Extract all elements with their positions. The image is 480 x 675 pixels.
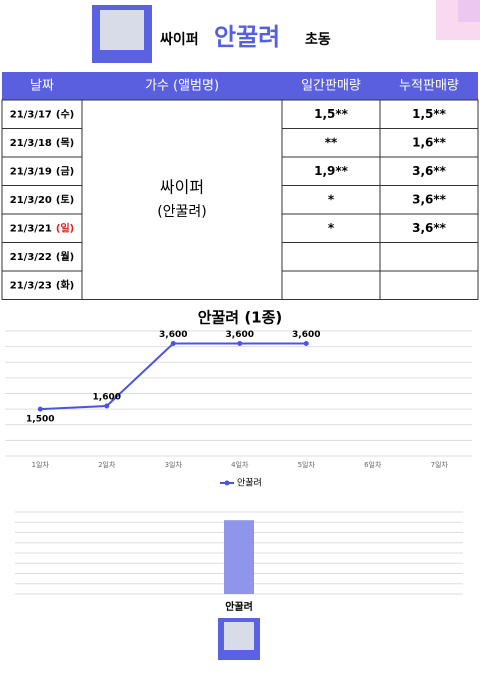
day: (화) bbox=[56, 279, 74, 291]
total-cell: 1,6** bbox=[412, 135, 447, 149]
day: (월) bbox=[56, 251, 74, 263]
point bbox=[104, 403, 110, 409]
date: 21/3/23 bbox=[10, 280, 52, 291]
daily-cell: ** bbox=[325, 135, 338, 149]
date: 21/3/17 bbox=[10, 109, 52, 120]
line bbox=[40, 342, 307, 411]
x-tick-label: 6일차 bbox=[364, 460, 382, 469]
point bbox=[37, 406, 43, 412]
day: (목) bbox=[56, 137, 74, 149]
date: 21/3/19 bbox=[10, 166, 52, 177]
cell bbox=[379, 242, 479, 272]
value-label: 1,600 bbox=[93, 393, 121, 403]
daily-cell: 1,5** bbox=[314, 107, 349, 121]
header-cell: 가수 (앨범명) bbox=[145, 79, 219, 94]
header-cell: 누적판매량 bbox=[399, 79, 459, 94]
date: 21/3/20 bbox=[10, 195, 52, 206]
date: 21/3/22 bbox=[10, 252, 52, 263]
value-label: 3,600 bbox=[159, 330, 187, 340]
x-tick-label: 1일차 bbox=[32, 460, 50, 469]
cell bbox=[281, 242, 381, 272]
total-cell: 3,6** bbox=[412, 221, 447, 235]
date: 21/3/18 bbox=[10, 138, 52, 149]
point bbox=[170, 341, 176, 346]
value-label: 3,600 bbox=[226, 330, 254, 340]
daily-cell: * bbox=[328, 192, 335, 206]
artist: 싸이퍼 bbox=[160, 31, 199, 48]
x-tick-label: 7일차 bbox=[431, 460, 449, 469]
header-cell: 일간판매량 bbox=[301, 79, 361, 94]
cell bbox=[281, 270, 381, 300]
day: (금) bbox=[56, 165, 74, 177]
date-cell: 21/3/21 (일) bbox=[10, 221, 74, 234]
chart-title: 안꿀려 (1종) bbox=[198, 309, 283, 327]
total-cell: 3,6** bbox=[412, 192, 447, 206]
table-header bbox=[2, 72, 478, 100]
singer: 싸이퍼 bbox=[160, 177, 204, 196]
point bbox=[237, 341, 243, 346]
date-cell: 21/3/18 (목) bbox=[10, 137, 74, 149]
legend-label: 안꿀려 bbox=[237, 478, 262, 489]
album-art bbox=[224, 622, 254, 650]
x-tick-label: 5일차 bbox=[298, 460, 316, 469]
date: 21/3/21 bbox=[10, 223, 52, 234]
value-label: 1,500 bbox=[26, 415, 54, 425]
day: (일) bbox=[56, 221, 74, 234]
date-cell: 21/3/19 (금) bbox=[10, 165, 74, 177]
date-cell: 21/3/22 (월) bbox=[10, 251, 74, 263]
total-cell: 3,6** bbox=[412, 164, 447, 178]
decoration bbox=[458, 0, 480, 22]
value-label: 3,600 bbox=[292, 330, 320, 340]
album-name: (안꿀려) bbox=[157, 204, 207, 220]
x-tick-label: 안꿀려 bbox=[225, 600, 253, 613]
point bbox=[303, 341, 309, 346]
album: 안꿀려 bbox=[214, 23, 280, 51]
daily-cell: * bbox=[328, 221, 335, 235]
header-cell: 날짜 bbox=[30, 79, 54, 94]
x-tick-label: 2일차 bbox=[98, 460, 116, 469]
x-tick-label: 4일차 bbox=[231, 460, 249, 469]
album-art bbox=[100, 10, 144, 50]
day: (수) bbox=[56, 108, 74, 120]
date-cell: 21/3/17 (수) bbox=[10, 108, 74, 120]
x-tick-label: 3일차 bbox=[165, 460, 183, 469]
cell bbox=[379, 270, 479, 300]
merged-cell bbox=[81, 99, 283, 300]
day: (토) bbox=[56, 194, 74, 206]
date-cell: 21/3/23 (화) bbox=[10, 279, 74, 291]
date-cell: 21/3/20 (토) bbox=[10, 194, 74, 206]
daily-cell: 1,9** bbox=[314, 164, 349, 178]
total-cell: 1,5** bbox=[412, 107, 447, 121]
bar bbox=[224, 520, 254, 594]
suffix: 초동 bbox=[305, 32, 331, 48]
legend-swatch bbox=[224, 480, 230, 486]
